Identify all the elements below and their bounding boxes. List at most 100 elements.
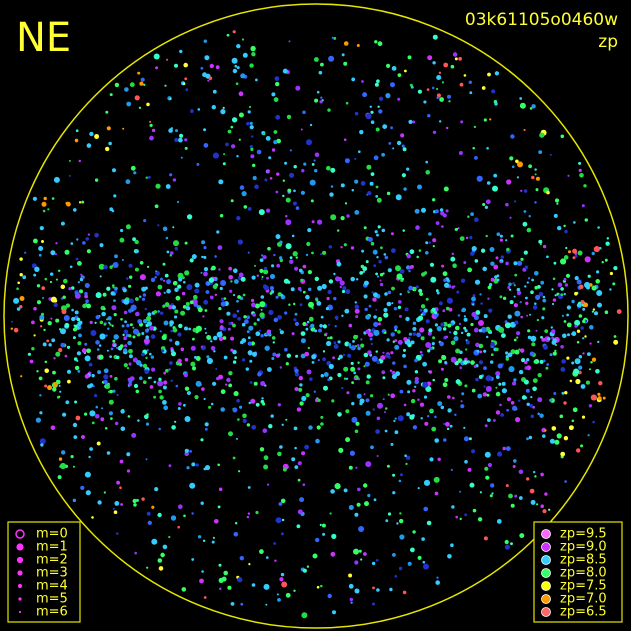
star: [399, 293, 402, 296]
star: [309, 179, 316, 186]
star: [72, 498, 76, 502]
star: [320, 315, 324, 319]
star: [523, 128, 526, 132]
star: [551, 329, 556, 334]
star: [194, 395, 199, 400]
star: [380, 246, 383, 250]
star: [247, 110, 251, 114]
star: [172, 226, 175, 229]
star: [73, 327, 77, 332]
star: [247, 251, 250, 254]
star: [534, 285, 538, 290]
star: [251, 302, 256, 308]
star: [572, 407, 578, 413]
star: [450, 256, 456, 262]
star: [155, 183, 161, 189]
star: [566, 313, 569, 317]
star: [459, 517, 462, 521]
star: [19, 305, 23, 309]
star: [111, 305, 117, 311]
star: [358, 526, 365, 532]
star: [211, 265, 216, 271]
star: [580, 444, 584, 448]
star: [425, 319, 430, 324]
star: [240, 276, 246, 282]
star: [218, 487, 223, 492]
star: [38, 376, 43, 381]
star: [294, 321, 299, 326]
star: [410, 265, 414, 269]
star: [203, 39, 207, 43]
star: [223, 153, 226, 156]
star: [494, 102, 498, 106]
star: [540, 472, 544, 477]
star: [368, 304, 372, 308]
star: [337, 412, 342, 417]
star: [407, 336, 411, 340]
star: [250, 298, 255, 303]
star: [177, 407, 181, 410]
star: [441, 264, 445, 268]
star: [561, 314, 565, 317]
star: [546, 363, 550, 366]
star: [200, 271, 203, 274]
star: [191, 366, 197, 371]
star: [571, 361, 575, 365]
star: [142, 363, 148, 369]
star: [397, 330, 401, 334]
star: [136, 360, 142, 366]
star: [576, 340, 580, 344]
star: [302, 264, 307, 269]
star: [178, 277, 183, 282]
star: [291, 332, 295, 336]
star: [147, 312, 152, 317]
star: [420, 313, 423, 316]
star: [275, 295, 279, 299]
star: [150, 334, 156, 339]
magnitude-marker: [16, 543, 24, 551]
star: [326, 296, 330, 301]
star: [425, 342, 432, 348]
star: [530, 290, 534, 295]
star: [229, 289, 233, 293]
star: [60, 328, 66, 335]
star: [509, 300, 514, 305]
star: [566, 322, 572, 328]
star: [258, 329, 262, 332]
star: [474, 156, 478, 160]
star: [442, 309, 446, 313]
star: [149, 385, 154, 389]
star: [183, 403, 186, 407]
star: [613, 335, 617, 338]
star: [175, 129, 178, 133]
star: [509, 156, 514, 161]
star: [204, 327, 207, 330]
star: [344, 308, 350, 314]
star: [359, 398, 365, 404]
star: [308, 301, 314, 308]
star: [320, 415, 324, 419]
star: [609, 288, 612, 291]
star: [370, 172, 375, 177]
star: [391, 286, 395, 291]
star: [42, 209, 46, 213]
star: [591, 310, 595, 313]
star: [239, 185, 245, 190]
star: [308, 425, 313, 430]
star: [514, 320, 519, 325]
star: [353, 334, 358, 340]
star: [302, 110, 306, 115]
star: [259, 268, 264, 273]
star: [434, 415, 437, 419]
star: [435, 221, 440, 226]
star: [377, 402, 383, 409]
star: [297, 461, 302, 466]
star: [109, 374, 113, 378]
star: [449, 424, 453, 428]
star: [286, 114, 292, 120]
star: [228, 322, 232, 325]
star: [452, 263, 457, 269]
star: [128, 362, 132, 366]
star: [310, 326, 316, 332]
